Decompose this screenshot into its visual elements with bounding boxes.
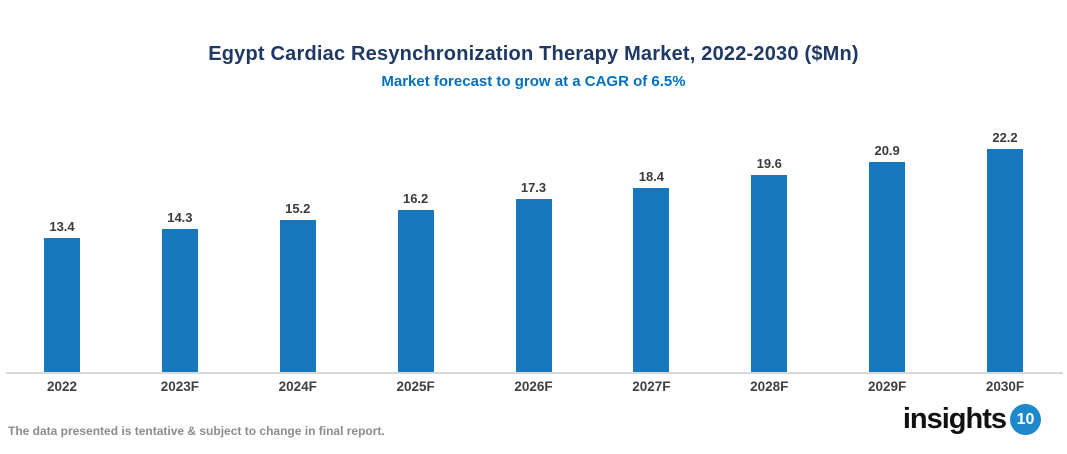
disclaimer-text: The data presented is tentative & subjec… xyxy=(8,424,385,438)
bar xyxy=(751,175,788,373)
x-axis-tick-label: 2026F xyxy=(514,379,553,394)
bar xyxy=(515,198,552,373)
bar xyxy=(161,228,198,373)
bar xyxy=(397,209,434,373)
x-axis-tick-label: 2023F xyxy=(160,379,200,394)
bar xyxy=(279,219,316,373)
bar-value-label: 22.2 xyxy=(992,130,1018,146)
bar-value-label: 18.4 xyxy=(638,168,665,184)
bar xyxy=(633,187,670,373)
x-axis-tick-label: 2022 xyxy=(46,379,78,394)
bar-column: 17.3 xyxy=(515,121,552,373)
logo-text: insights xyxy=(902,403,1007,435)
bar-value-label: 16.2 xyxy=(402,190,429,206)
bar-column: 13.4 xyxy=(44,121,80,373)
x-axis-tick-label: 2030F xyxy=(985,379,1025,394)
bar-plot-area: 13.4 14.3 15.2 16.2 17.3 18.4 19.6 20.9 22.2 xyxy=(44,121,1023,373)
bar xyxy=(987,149,1023,373)
bar-column: 14.3 xyxy=(161,121,198,373)
bar-value-label: 14.3 xyxy=(167,209,193,225)
bar-column: 18.4 xyxy=(633,121,670,373)
x-axis-tick-label: 2025F xyxy=(396,379,435,394)
chart-subtitle: Market forecast to grow at a CAGR of 6.5… xyxy=(381,73,686,90)
bar xyxy=(869,162,906,373)
bar-column: 22.2 xyxy=(987,121,1023,373)
bar-value-label: 15.2 xyxy=(285,200,311,216)
bar-value-label: 20.9 xyxy=(874,143,900,159)
insights10-logo: insights 10 xyxy=(903,403,1041,436)
logo-badge: 10 xyxy=(1010,404,1041,435)
bar-column: 20.9 xyxy=(869,121,906,373)
bar-value-label: 13.4 xyxy=(49,218,75,234)
bar xyxy=(44,237,80,373)
x-axis-tick-label: 2029F xyxy=(867,379,907,394)
x-axis-tick-label: 2027F xyxy=(632,379,671,394)
bar-column: 15.2 xyxy=(279,121,316,373)
bar-value-label: 19.6 xyxy=(756,156,782,172)
bar-column: 16.2 xyxy=(397,121,434,373)
x-axis-tick-label: 2024F xyxy=(278,379,317,394)
chart-title: Egypt Cardiac Resynchronization Therapy … xyxy=(208,43,859,65)
x-axis-labels: 2022 2023F 2024F 2025F 2026F 2027F 2028F 2029F 2… xyxy=(44,379,1025,394)
x-axis-line xyxy=(6,372,1063,374)
bar-value-label: 17.3 xyxy=(520,179,547,195)
x-axis-tick-label: 2028F xyxy=(750,379,789,394)
bar-column: 19.6 xyxy=(751,121,788,373)
